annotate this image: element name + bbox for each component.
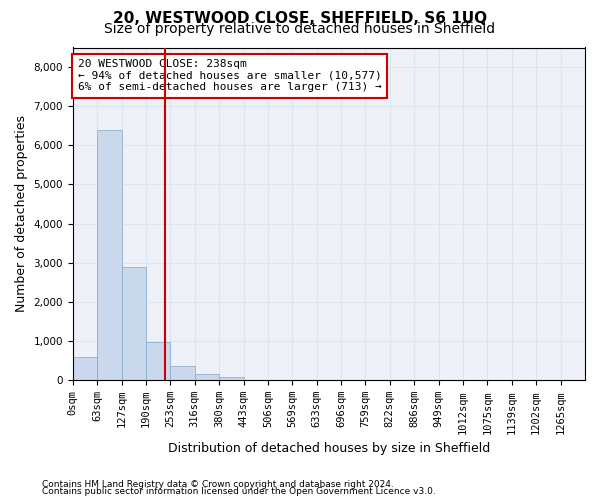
Bar — [122, 266, 146, 380]
Text: 20, WESTWOOD CLOSE, SHEFFIELD, S6 1UQ: 20, WESTWOOD CLOSE, SHEFFIELD, S6 1UQ — [113, 11, 487, 26]
Text: Contains HM Land Registry data © Crown copyright and database right 2024.: Contains HM Land Registry data © Crown c… — [42, 480, 394, 489]
Bar — [146, 342, 170, 380]
Bar — [219, 378, 244, 380]
Text: 20 WESTWOOD CLOSE: 238sqm
← 94% of detached houses are smaller (10,577)
6% of se: 20 WESTWOOD CLOSE: 238sqm ← 94% of detac… — [78, 59, 382, 92]
Text: Contains public sector information licensed under the Open Government Licence v3: Contains public sector information licen… — [42, 487, 436, 496]
Bar — [97, 130, 122, 380]
Bar — [73, 356, 97, 380]
Text: Size of property relative to detached houses in Sheffield: Size of property relative to detached ho… — [104, 22, 496, 36]
Bar — [195, 374, 219, 380]
Y-axis label: Number of detached properties: Number of detached properties — [15, 116, 28, 312]
Bar — [170, 366, 195, 380]
X-axis label: Distribution of detached houses by size in Sheffield: Distribution of detached houses by size … — [168, 442, 490, 455]
